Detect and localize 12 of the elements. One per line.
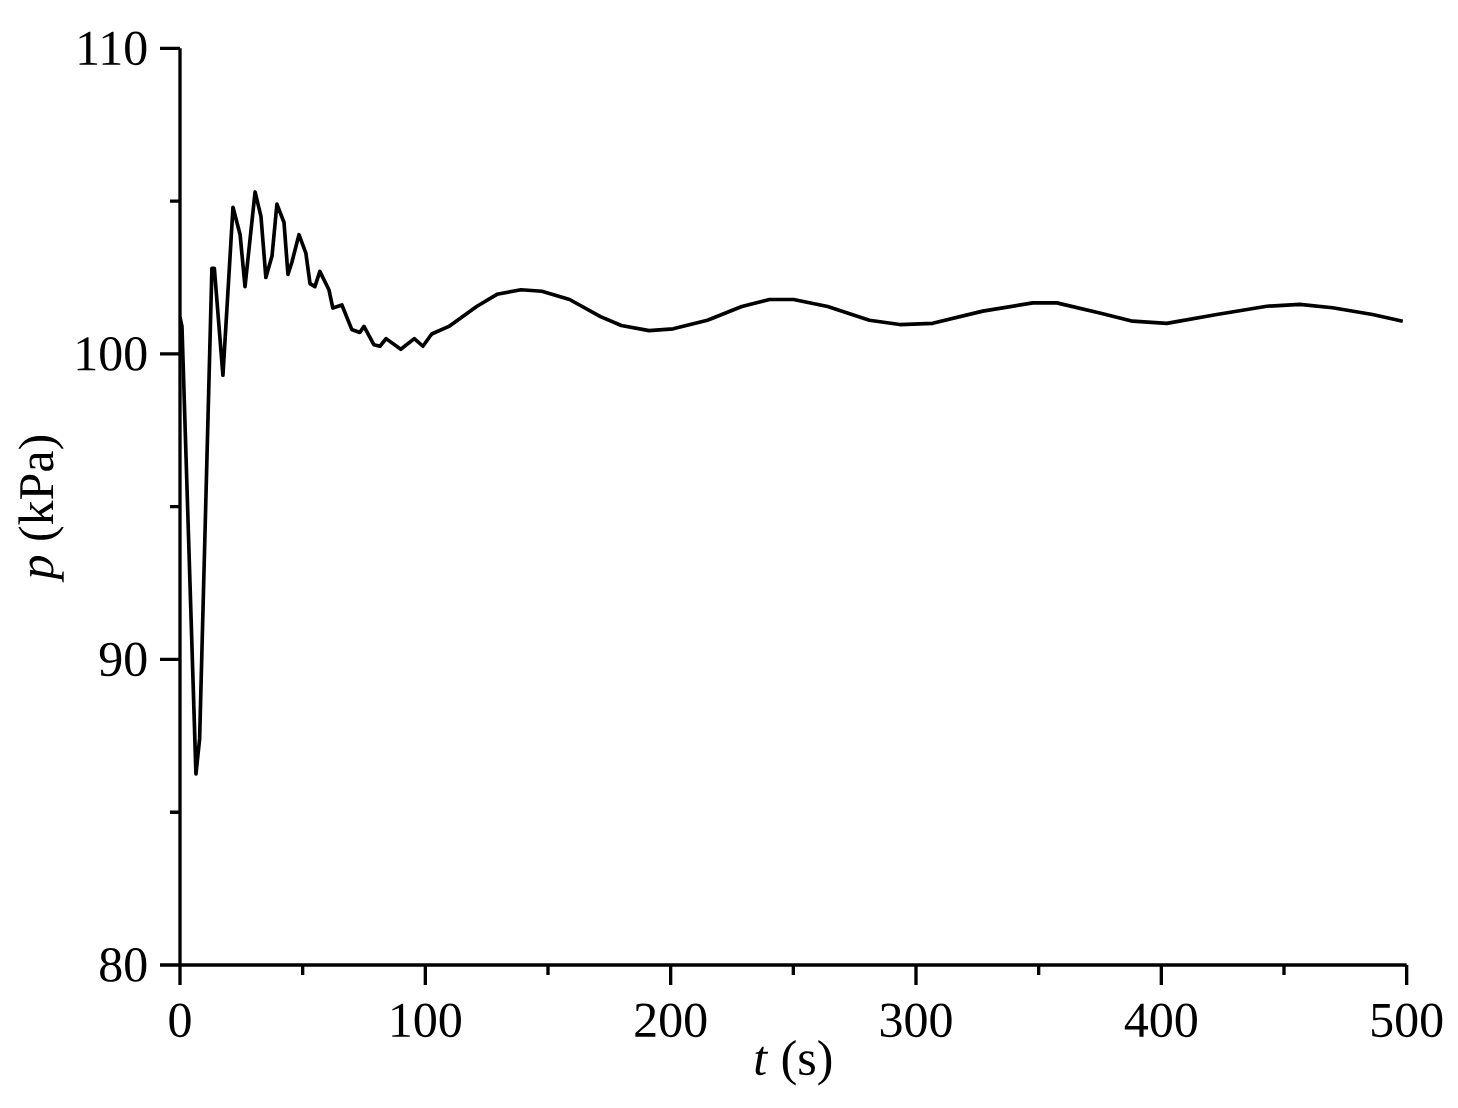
y-tick-label: 90 [99, 642, 147, 677]
x-axis-title: t (s) [755, 1040, 832, 1086]
y-tick-label: 110 [79, 31, 147, 66]
x-tick-label: 500 [1372, 1003, 1443, 1038]
y-tick-label: 80 [100, 948, 147, 982]
x-tick-label: 0 [169, 1003, 191, 1038]
y-axis-title: p (kPa) [18, 435, 64, 583]
x-tick-label: 300 [880, 1003, 952, 1038]
x-tick-label: 100 [392, 1003, 461, 1038]
x-tick-label: 400 [1124, 1003, 1197, 1038]
x-tick-label: 200 [635, 1003, 707, 1038]
y-tick-label: 100 [77, 337, 147, 371]
